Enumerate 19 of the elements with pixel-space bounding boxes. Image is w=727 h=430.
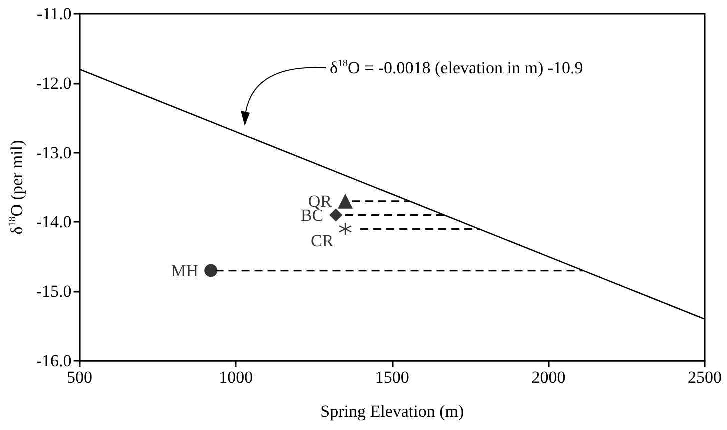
x-tick-label: 500 [67,368,93,387]
x-tick-label: 1000 [219,368,254,387]
series-label: MH [171,261,199,280]
x-axis-title: Spring Elevation (m) [320,402,464,421]
y-tick-label: -15.0 [36,282,72,302]
x-tick-label: 1500 [375,368,410,387]
series-label: CR [311,232,334,251]
y-tick-label: -16.0 [36,352,72,370]
x-tick-label: 2000 [532,368,566,387]
y-tick-label: -13.0 [36,143,72,162]
y-tick-label: -14.0 [36,212,72,232]
y-axis-title: δ18O (per mil) [8,140,26,235]
point [338,194,354,209]
y-tick-label: -11.0 [37,4,72,24]
y-tick-label: -12.0 [36,74,72,93]
point [330,208,343,222]
point [338,222,352,236]
point [204,264,218,278]
x-tick-label: 2500 [688,368,722,387]
